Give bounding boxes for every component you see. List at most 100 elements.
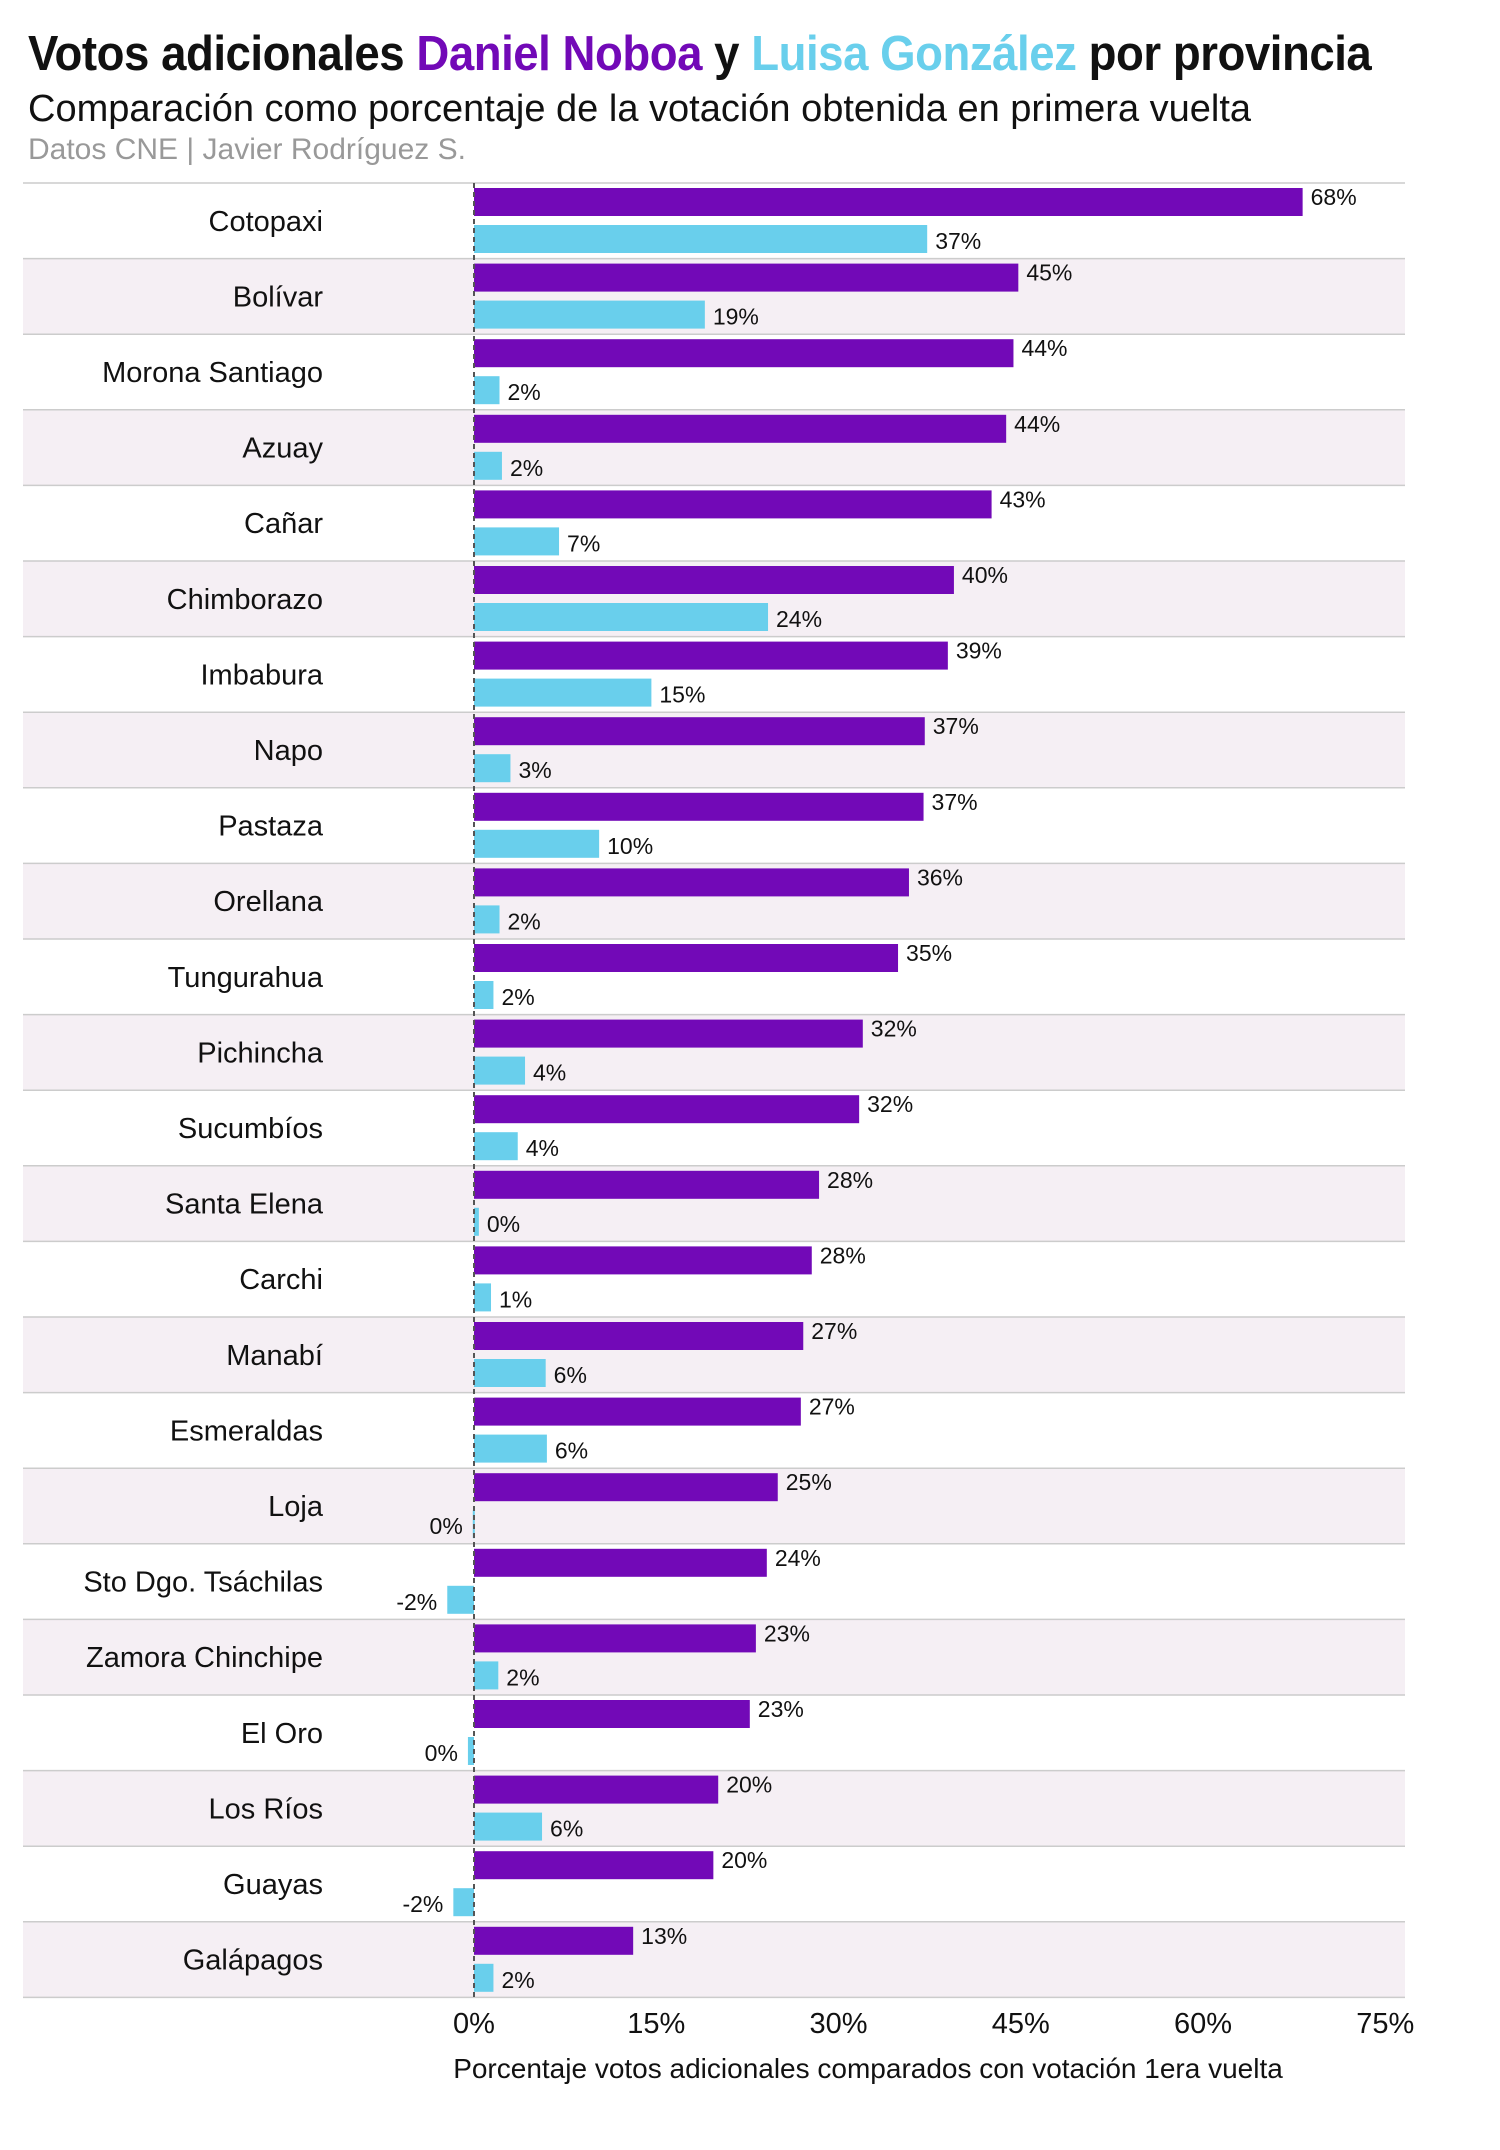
chart-subtitle: Comparación como porcentaje de la votaci… bbox=[28, 88, 1252, 130]
category-label: Sucumbíos bbox=[178, 1113, 323, 1145]
category-label: Chimborazo bbox=[167, 584, 323, 616]
bar-noboa bbox=[474, 1019, 863, 1048]
category-label: Sto Dgo. Tsáchilas bbox=[83, 1567, 323, 1599]
category-label: Los Ríos bbox=[209, 1793, 323, 1825]
category-label: Imbabura bbox=[200, 659, 323, 691]
data-label-noboa: 25% bbox=[786, 1469, 832, 1495]
bar-gonzalez bbox=[474, 829, 600, 858]
bar-noboa bbox=[474, 1322, 804, 1350]
bar-noboa bbox=[474, 717, 925, 746]
row-band bbox=[23, 1846, 1405, 1922]
category-label: Pastaza bbox=[218, 811, 324, 843]
bar-gonzalez bbox=[474, 1661, 499, 1690]
data-label-gonzalez: 2% bbox=[501, 984, 534, 1010]
data-label-gonzalez: 19% bbox=[713, 304, 759, 330]
bar-noboa bbox=[474, 566, 954, 594]
bar-noboa bbox=[474, 641, 948, 670]
bar-gonzalez bbox=[474, 603, 769, 631]
bar-noboa bbox=[474, 944, 899, 972]
x-tick-label: 45% bbox=[992, 2008, 1050, 2040]
data-label-noboa: 28% bbox=[820, 1242, 866, 1268]
data-label-gonzalez: 4% bbox=[526, 1135, 559, 1161]
category-label: Azuay bbox=[242, 433, 323, 465]
bar-noboa bbox=[474, 188, 1303, 216]
data-label-gonzalez: 2% bbox=[508, 379, 541, 405]
data-label-noboa: 44% bbox=[1014, 411, 1060, 437]
category-label: Loja bbox=[268, 1491, 324, 1523]
bar-noboa bbox=[474, 1246, 812, 1275]
bar-noboa bbox=[474, 263, 1019, 292]
category-label: Zamora Chinchipe bbox=[86, 1642, 323, 1674]
chart-title: Votos adicionales Daniel Noboa y Luisa G… bbox=[28, 26, 1372, 82]
data-label-noboa: 13% bbox=[641, 1923, 687, 1949]
bar-noboa bbox=[474, 868, 909, 897]
data-label-gonzalez: 37% bbox=[935, 228, 981, 254]
data-label-noboa: 36% bbox=[917, 864, 963, 890]
bar-gonzalez bbox=[474, 678, 652, 707]
bar-noboa bbox=[474, 1548, 767, 1577]
data-label-gonzalez: 6% bbox=[554, 1362, 587, 1388]
data-label-noboa: 20% bbox=[721, 1847, 767, 1873]
data-label-noboa: 27% bbox=[809, 1394, 855, 1420]
bar-noboa bbox=[474, 1624, 756, 1653]
bar-noboa bbox=[474, 1397, 801, 1426]
data-label-gonzalez: 10% bbox=[607, 833, 653, 859]
title-middle: y bbox=[701, 27, 752, 81]
data-label-gonzalez: -2% bbox=[402, 1891, 443, 1917]
bar-gonzalez bbox=[474, 1132, 518, 1161]
data-label-gonzalez: 2% bbox=[506, 1664, 539, 1690]
data-label-noboa: 28% bbox=[827, 1167, 873, 1193]
bar-noboa bbox=[474, 792, 924, 821]
bar-noboa bbox=[474, 1095, 860, 1124]
category-label: Santa Elena bbox=[165, 1189, 324, 1221]
bar-gonzalez bbox=[474, 754, 511, 783]
category-label: Cotopaxi bbox=[209, 206, 323, 238]
data-label-gonzalez: 7% bbox=[567, 530, 600, 556]
title-noboa: Daniel Noboa bbox=[416, 27, 702, 81]
data-label-gonzalez: 4% bbox=[533, 1060, 566, 1086]
data-label-noboa: 39% bbox=[956, 638, 1002, 664]
bar-gonzalez bbox=[453, 1888, 474, 1917]
data-label-gonzalez: 15% bbox=[659, 682, 705, 708]
category-label: Cañar bbox=[244, 508, 323, 540]
x-axis-title: Porcentaje votos adicionales comparados … bbox=[453, 2053, 1283, 2084]
bar-gonzalez bbox=[474, 1207, 479, 1236]
data-label-noboa: 44% bbox=[1021, 335, 1067, 361]
data-label-gonzalez: 6% bbox=[555, 1438, 588, 1464]
x-tick-label: 15% bbox=[627, 2008, 685, 2040]
data-label-noboa: 23% bbox=[764, 1620, 810, 1646]
x-tick-label: 60% bbox=[1174, 2008, 1232, 2040]
data-label-noboa: 37% bbox=[932, 789, 978, 815]
chart-source: Datos CNE | Javier Rodríguez S. bbox=[28, 133, 466, 166]
data-label-noboa: 27% bbox=[811, 1318, 857, 1344]
data-label-gonzalez: 2% bbox=[510, 455, 543, 481]
x-tick-label: 30% bbox=[809, 2008, 867, 2040]
data-label-noboa: 37% bbox=[933, 713, 979, 739]
data-label-gonzalez: 6% bbox=[550, 1816, 583, 1842]
data-label-gonzalez: 0% bbox=[430, 1513, 463, 1539]
x-axis: 0% 15% 30% 45% 60% 75% Porcentaje votos adicio… bbox=[453, 2008, 1414, 2084]
data-label-noboa: 32% bbox=[867, 1091, 913, 1117]
category-label: Tungurahua bbox=[168, 962, 324, 994]
category-label: Morona Santiago bbox=[102, 357, 323, 389]
category-label: Manabí bbox=[226, 1340, 323, 1372]
bar-gonzalez bbox=[467, 1737, 474, 1765]
bar-gonzalez bbox=[474, 376, 500, 405]
bar-noboa bbox=[474, 1170, 820, 1199]
bar-gonzalez bbox=[474, 451, 502, 480]
bar-gonzalez bbox=[474, 1283, 492, 1312]
bars bbox=[447, 188, 1303, 1992]
category-label: Napo bbox=[254, 735, 323, 767]
bar-gonzalez bbox=[474, 1434, 547, 1463]
category-label: Esmeraldas bbox=[170, 1415, 323, 1447]
bar-gonzalez bbox=[474, 1359, 546, 1387]
data-label-noboa: 68% bbox=[1311, 184, 1357, 210]
bar-noboa bbox=[474, 1473, 778, 1502]
data-label-noboa: 43% bbox=[1000, 486, 1046, 512]
data-label-gonzalez: 0% bbox=[487, 1211, 520, 1237]
bar-gonzalez bbox=[447, 1585, 474, 1614]
bar-gonzalez bbox=[474, 981, 494, 1009]
data-label-noboa: 35% bbox=[906, 940, 952, 966]
data-label-gonzalez: 3% bbox=[518, 757, 551, 783]
